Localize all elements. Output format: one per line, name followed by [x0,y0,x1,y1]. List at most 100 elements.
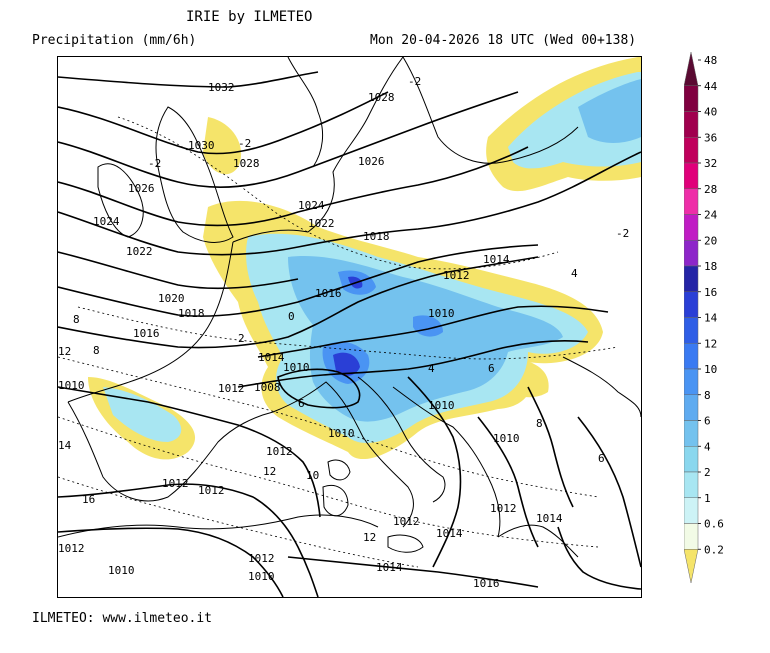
isobar-label: 1018 [363,230,390,243]
field-name: Precipitation (mm/6h) [32,33,197,48]
isobar-label: 1014 [536,512,563,525]
isobar-1020 [58,251,299,290]
isobar-label: 1008 [254,381,281,394]
precip-zone-north-sea [203,117,242,175]
coast-ireland [97,163,144,238]
isotherm-label: 2 [238,332,245,345]
isotherm-label: 12 [363,531,376,544]
isobar-label: 1014 [483,253,510,266]
isobar-label: 1012 [393,515,420,528]
footer-credit: ILMETEO: www.ilmeteo.it [32,611,213,626]
isobar-label: 1012 [198,484,225,497]
legend-tick-label: 32 [704,157,717,170]
precip-zone-16mm-alps [333,352,360,376]
legend-ticks: 48 44 40 36 32 28 24 20 18 16 14 12 10 8 6 4 2 1 0.6 0.2 [698,54,724,556]
legend-tick-label: 8 [704,389,711,402]
isobar-label: 1014 [376,561,403,574]
legend-tick-label: 10 [704,363,717,376]
isobar-label: 1010 [428,307,455,320]
coast-france-atlantic [67,241,234,403]
legend-bands [684,51,699,584]
isobar-label: 1012 [162,477,189,490]
isotherm-label: 6 [298,397,305,410]
isotherm-12 [58,416,599,548]
isobar-lines [58,71,641,597]
isobar-label: 1024 [298,199,325,212]
legend-band [684,214,699,241]
isobar-label: 1032 [208,81,235,94]
legend-tick-label: 16 [704,286,717,299]
run-info: Mon 20-04-2026 18 UTC (Wed 00+138) [370,33,637,48]
legend-band [684,394,699,421]
isobar-label: 1012 [490,502,517,515]
isobar-label: 1010 [428,399,455,412]
isobar-label: 1012 [58,542,85,555]
legend-band [684,265,699,292]
isotherm-label: -2 [616,227,629,240]
legend-tick-label: 20 [704,234,717,247]
isobar-label: 1016 [133,327,160,340]
isobar-1014 [257,305,609,358]
coast-italy-east [357,376,446,503]
map-title: IRIE by ILMETEO [186,9,313,25]
isobar-label: 1014 [258,351,285,364]
isobar-label: 1018 [178,307,205,320]
isotherm-minus-2 [117,116,559,270]
isotherm-label: 14 [58,439,72,452]
legend-tick-label: 28 [704,183,717,196]
isobar-1028 [58,91,519,188]
isobar-1010-balkan [477,416,539,548]
isotherm-label: 6 [598,452,605,465]
isotherm-label: -2 [238,137,251,150]
isobar-label: 1010 [283,361,310,374]
legend-band [684,471,699,498]
isotherm-lines [58,116,619,568]
legend-band [684,137,699,164]
coast-black-sea [562,356,641,418]
isotherm-label: 6 [488,362,495,375]
isobar-1014-east [557,526,641,590]
coast-adriatic-balkans [392,386,501,538]
isotherm-label: 0 [288,310,295,323]
isobar-label: 1026 [128,182,155,195]
coast-great-britain [155,106,234,243]
precip-zone-4mm-baltic [578,79,641,143]
legend-tick-label: 1 [704,492,711,505]
legend-band [684,291,699,318]
legend-band [684,85,699,112]
isotherm-label: 4 [571,267,578,280]
legend-band [684,368,699,395]
isobar-label: 1026 [358,155,385,168]
isobar-1012 [237,340,589,388]
legend-tick-label: 0.6 [704,518,724,531]
coast-norway [287,57,324,168]
legend-tick-label: 18 [704,260,717,273]
coast-iberia [67,401,274,502]
legend-tick-label: 24 [704,209,718,222]
isobar-1010-adriatic [407,376,462,568]
isobar-1010-south [58,527,284,597]
isobar-label: 1028 [233,157,260,170]
isobar-label: 1024 [93,215,120,228]
isobar-1014-south [287,556,539,588]
isobar-1012-east [527,386,574,508]
coastlines [58,57,641,558]
isotherm-label: 8 [93,344,100,357]
isobar-1018 [58,244,539,317]
coast-sicily [387,534,424,553]
legend-tick-label: 12 [704,337,717,350]
legend-tick-label: 6 [704,415,711,428]
legend-tick-label: 40 [704,106,717,119]
isobar-label: 1016 [473,577,500,590]
isobar-1012-south [58,483,319,597]
isobar-1016 [58,256,539,349]
isobar-label: 1014 [436,527,463,540]
isobar-label: 1010 [248,570,275,583]
isobar-label: 1010 [108,564,135,577]
legend-tick-label: 14 [704,312,718,325]
isobar-label: 1012 [248,552,275,565]
isobar-label: 1020 [158,292,185,305]
legend-band [684,317,699,344]
legend-tick-label: 4 [704,440,711,453]
legend-band [684,240,699,267]
